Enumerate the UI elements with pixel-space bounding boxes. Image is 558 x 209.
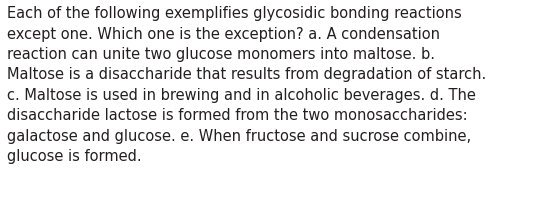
Text: Each of the following exemplifies glycosidic bonding reactions
except one. Which: Each of the following exemplifies glycos… [7,6,487,164]
